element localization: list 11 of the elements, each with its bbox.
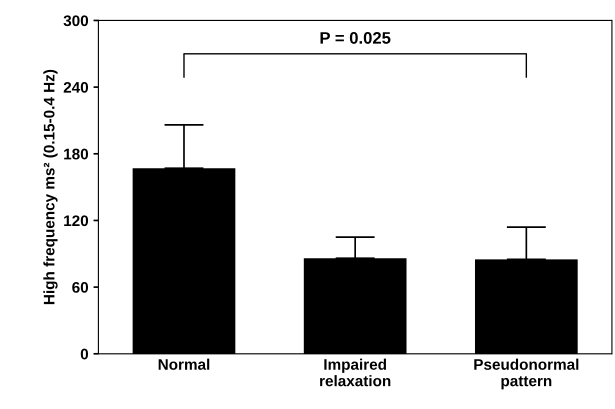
y-tick-label: 120 <box>64 215 88 226</box>
y-tick-label: 240 <box>64 82 88 93</box>
y-tick-label: 180 <box>64 148 88 160</box>
x-tick-label: Pseudonormal pattern <box>474 358 578 390</box>
y-tick-label: 300 <box>64 15 88 26</box>
y-tick-label: 0 <box>80 348 88 360</box>
annotation: P = 0.025 <box>320 32 390 44</box>
x-tick-label: Impaired relaxation <box>320 358 390 386</box>
y-tick-label: 60 <box>72 282 88 293</box>
y-axis-title: High frequency ms² (0.15-0.4 Hz) <box>43 70 58 304</box>
x-tick-label: Normal <box>158 358 210 370</box>
